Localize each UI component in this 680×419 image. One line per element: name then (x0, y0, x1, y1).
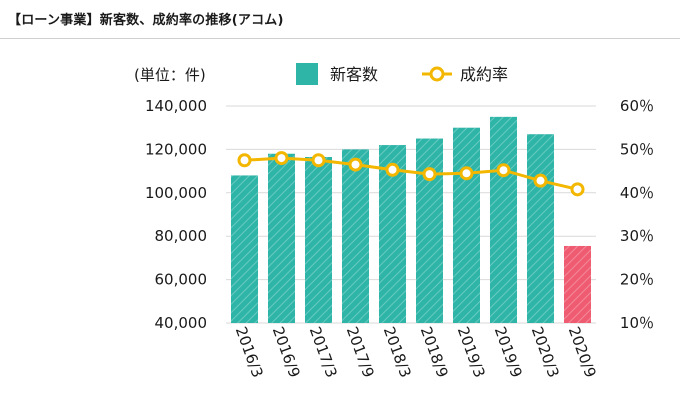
legend-line-label: 成約率 (460, 65, 508, 84)
x-tick-label: 2018/9 (417, 324, 452, 380)
y-right-tick-label: 40％ (620, 184, 654, 202)
bars (231, 116, 591, 323)
rate-point (570, 182, 585, 197)
rate-point (533, 173, 548, 188)
x-tick-label: 2016/9 (269, 324, 304, 380)
rate-point (422, 167, 437, 182)
x-tick-label: 2019/3 (454, 324, 489, 380)
y-right-tick-label: 30％ (620, 227, 654, 245)
y-left-tick-label: 140,000 (145, 97, 207, 115)
y-right-tick-label: 50％ (620, 140, 654, 158)
x-tick-label: 2020/3 (528, 324, 563, 380)
rate-point (385, 162, 400, 177)
bar-hatch (268, 153, 295, 323)
legend: 新客数 成約率 (296, 63, 508, 85)
y-left-tick-label: 60,000 (155, 271, 208, 289)
rate-line (237, 151, 585, 197)
legend-bar-swatch (296, 63, 318, 85)
rate-line-path (244, 156, 578, 191)
y-axis-unit-label: (単位：件) (134, 66, 206, 84)
x-tick-label: 2020/9 (565, 324, 600, 380)
bar-hatch (564, 245, 591, 323)
rate-point (311, 153, 326, 168)
legend-bar-label: 新客数 (330, 65, 378, 84)
legend-marker-icon (429, 66, 445, 82)
y-right-tick-label: 60％ (620, 97, 654, 115)
x-tick-label: 2018/3 (380, 324, 415, 380)
header-bar: 【ローン事業】新客数、成約率の推移(アコム) (0, 0, 680, 39)
rate-point (496, 163, 511, 178)
y-right-tick-label: 20％ (620, 271, 654, 289)
bar-hatch (453, 127, 480, 323)
rate-point (348, 157, 363, 172)
bar-hatch (231, 175, 258, 323)
bar-hatch (527, 134, 554, 323)
y-left-tick-label: 100,000 (145, 184, 207, 202)
y-left-tick-label: 80,000 (155, 227, 208, 245)
rate-point (237, 153, 252, 168)
rate-point (274, 151, 289, 166)
x-tick-label: 2019/9 (491, 324, 526, 380)
y-left-tick-label: 40,000 (155, 314, 208, 332)
bar-hatch (342, 149, 369, 323)
y-right-tick-label: 10％ (620, 314, 654, 332)
bar-hatch (416, 138, 443, 323)
x-tick-label: 2017/3 (306, 324, 341, 380)
page-title: 【ローン事業】新客数、成約率の推移(アコム) (8, 13, 284, 28)
bar-hatch (305, 156, 332, 323)
rate-point (459, 166, 474, 181)
x-tick-label: 2017/9 (343, 324, 378, 380)
x-tick-label: 2016/3 (232, 324, 267, 380)
bar-hatch (490, 116, 517, 323)
y-left-tick-label: 120,000 (145, 140, 207, 158)
